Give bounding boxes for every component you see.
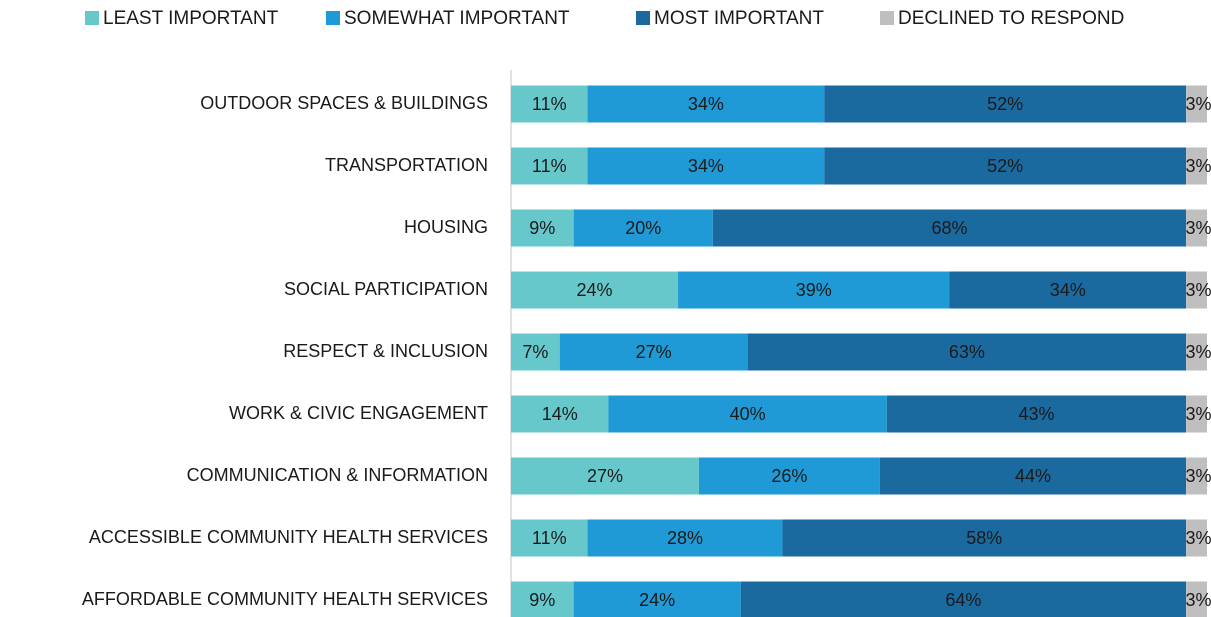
data-label: 20%	[625, 218, 661, 238]
data-label: 3%	[1186, 342, 1211, 362]
category-label: AFFORDABLE COMMUNITY HEALTH SERVICES	[82, 589, 488, 609]
data-label: 24%	[639, 590, 675, 610]
bar-segment	[1186, 333, 1207, 371]
data-label: 24%	[577, 280, 613, 300]
data-label: 3%	[1186, 218, 1211, 238]
data-label: 3%	[1186, 466, 1211, 486]
bar-segment	[587, 85, 825, 123]
data-label: 3%	[1186, 156, 1211, 176]
data-label: 34%	[1050, 280, 1086, 300]
data-label: 7%	[522, 342, 548, 362]
category-label: HOUSING	[404, 217, 488, 237]
bar-segment	[824, 147, 1187, 185]
data-label: 3%	[1186, 404, 1211, 424]
bar-segment	[1186, 209, 1207, 247]
bar-segment	[824, 85, 1187, 123]
bar-segment	[678, 271, 950, 309]
bar-segment	[712, 209, 1187, 247]
data-label: 3%	[1186, 528, 1211, 548]
legend-swatch	[880, 11, 894, 25]
bar-segment	[1186, 457, 1207, 495]
data-label: 3%	[1186, 94, 1211, 114]
bar-segment	[949, 271, 1187, 309]
bar-segment	[511, 147, 588, 185]
bar-segment	[573, 581, 741, 617]
data-label: 68%	[931, 218, 967, 238]
bar-segment	[747, 333, 1187, 371]
data-label: 58%	[966, 528, 1002, 548]
bar-segment	[608, 395, 887, 433]
bar-segment	[698, 457, 880, 495]
bar-segment	[511, 85, 588, 123]
bar-segment	[740, 581, 1187, 617]
data-label: 11%	[532, 528, 567, 548]
data-label: 26%	[771, 466, 807, 486]
bar-segment	[511, 271, 679, 309]
data-label: 27%	[587, 466, 623, 486]
data-label: 9%	[529, 218, 555, 238]
data-label: 63%	[949, 342, 985, 362]
data-label: 40%	[730, 404, 766, 424]
data-label: 52%	[987, 156, 1023, 176]
data-label: 14%	[542, 404, 578, 424]
bar-segment	[511, 333, 560, 371]
bar-segment	[1186, 395, 1207, 433]
bar-segment	[1186, 581, 1207, 617]
bar-segment	[1186, 147, 1207, 185]
bar-segment	[587, 519, 783, 557]
category-label: WORK & CIVIC ENGAGEMENT	[229, 403, 488, 423]
data-label: 34%	[688, 156, 724, 176]
category-label: SOCIAL PARTICIPATION	[284, 279, 488, 299]
data-label: 3%	[1186, 590, 1211, 610]
data-label: 43%	[1018, 404, 1054, 424]
data-label: 9%	[529, 590, 555, 610]
category-label: COMMUNICATION & INFORMATION	[187, 465, 488, 485]
legend-label: SOMEWHAT IMPORTANT	[344, 8, 570, 29]
legend-swatch	[636, 11, 650, 25]
legend-label: DECLINED TO RESPOND	[898, 8, 1124, 29]
bar-segment	[511, 581, 574, 617]
category-label: OUTDOOR SPACES & BUILDINGS	[200, 93, 488, 113]
legend-swatch	[85, 11, 99, 25]
category-label: ACCESSIBLE COMMUNITY HEALTH SERVICES	[89, 527, 488, 547]
data-label: 52%	[987, 94, 1023, 114]
data-label: 34%	[688, 94, 724, 114]
bar-segment	[1186, 519, 1207, 557]
bar-segment	[511, 395, 609, 433]
bar-segment	[879, 457, 1187, 495]
bar-segment	[511, 519, 588, 557]
data-label: 11%	[532, 156, 567, 176]
bar-segment	[511, 457, 699, 495]
legend-label: LEAST IMPORTANT	[103, 8, 279, 29]
data-label: 3%	[1186, 280, 1211, 300]
data-label: 27%	[636, 342, 672, 362]
bar-segment	[511, 209, 574, 247]
bar-segment	[1186, 85, 1207, 123]
data-label: 39%	[796, 280, 832, 300]
category-label: RESPECT & INCLUSION	[283, 341, 488, 361]
legend-label: MOST IMPORTANT	[654, 8, 824, 29]
bar-segment	[587, 147, 825, 185]
data-label: 44%	[1015, 466, 1051, 486]
category-label: TRANSPORTATION	[325, 155, 488, 175]
bar-segment	[886, 395, 1187, 433]
data-label: 11%	[532, 94, 567, 114]
bar-segment	[782, 519, 1187, 557]
bar-segment	[1186, 271, 1207, 309]
legend-swatch	[326, 11, 340, 25]
bar-segment	[573, 209, 713, 247]
data-label: 28%	[667, 528, 703, 548]
bar-segment	[559, 333, 748, 371]
data-label: 64%	[945, 590, 981, 610]
